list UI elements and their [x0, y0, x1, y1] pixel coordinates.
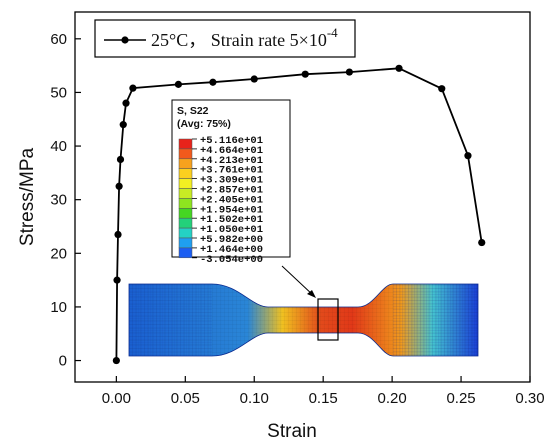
data-point — [112, 356, 120, 365]
colorbar-label: +3.761e+01 — [200, 165, 263, 177]
x-tick-label: 0.15 — [309, 390, 338, 407]
arrow-head — [307, 290, 316, 298]
colorbar-swatch — [178, 208, 193, 219]
data-point — [345, 68, 353, 76]
y-tick-label: 50 — [50, 84, 67, 101]
x-tick-label: 0.30 — [515, 390, 544, 407]
data-point — [478, 238, 486, 247]
colorbar-swatch — [178, 217, 193, 229]
colorbar-swatch — [178, 198, 193, 209]
data-point — [250, 75, 258, 83]
highlight-box — [317, 298, 339, 341]
axis-ticks: 0.00 0.05 0.10 0.15 0.20 0.25 0.30 0 10 20 30 40 50 6… — [50, 31, 544, 407]
legend-box — [94, 19, 356, 58]
colorbar-label: +1.502e+01 — [200, 214, 263, 226]
data-point — [115, 182, 123, 190]
legend-marker — [121, 36, 129, 44]
colorbar-label: +3.309e+01 — [200, 175, 263, 187]
colorbar-label: +5.116e+01 — [200, 135, 263, 147]
colorbar-swatch — [178, 138, 193, 150]
colorbar-swatch — [178, 237, 193, 249]
y-tick-label: 20 — [50, 245, 67, 262]
legend-label-main: 25°C， Strain rate 5×10 — [151, 30, 327, 50]
plot-frame — [74, 11, 531, 383]
x-tick-label: 0.20 — [378, 390, 407, 407]
data-point — [113, 276, 121, 284]
colorbar-label: +5.982e+00 — [200, 234, 263, 246]
colorbar-label: +2.405e+01 — [200, 194, 263, 206]
colorbar-label: +2.857e+01 — [200, 185, 263, 197]
data-point — [114, 230, 122, 239]
x-tick-label: 0.10 — [240, 390, 269, 407]
colorbar-label: +4.664e+01 — [200, 145, 263, 157]
colorbar-legend: S, S22 (Avg: 75%) +5.116e+01+4.664e+01+4… — [171, 99, 291, 266]
colorbar-label: +1.050e+01 — [200, 224, 263, 236]
data-point — [209, 78, 217, 86]
x-axis-title: Strain — [267, 421, 317, 442]
colorbar-swatch — [178, 178, 193, 189]
data-point — [174, 80, 183, 88]
x-tick-label: 0.00 — [102, 390, 131, 407]
data-point — [129, 84, 137, 92]
x-tick-label: 0.25 — [446, 390, 475, 407]
y-tick-label: 40 — [50, 138, 67, 155]
data-point — [438, 85, 446, 93]
data-point — [301, 70, 309, 78]
colorbar-swatch — [178, 148, 193, 160]
colorbar-swatch — [178, 188, 193, 199]
arrow-line — [281, 265, 315, 297]
legend-label-exponent: -4 — [327, 25, 338, 40]
colorbar-subtitle: (Avg: 75%) — [177, 118, 231, 130]
data-point — [116, 155, 125, 164]
data-point — [464, 152, 472, 160]
data-point — [122, 99, 130, 107]
y-tick-label: 30 — [50, 192, 67, 209]
data-point — [119, 121, 127, 129]
legend-label: 25°C， Strain rate 5×10-4 — [151, 25, 338, 50]
y-tick-label: 0 — [59, 353, 67, 370]
colorbar-title: S, S22 — [177, 105, 209, 117]
colorbar-label: +4.213e+01 — [200, 155, 263, 167]
colorbar-label: +1.464e+00 — [200, 244, 263, 256]
legend: 25°C， Strain rate 5×10-4 — [94, 19, 356, 58]
colorbar-label: -3.054e+00 — [200, 254, 263, 266]
colorbar-swatch — [178, 158, 193, 169]
colorbar-swatch — [178, 168, 193, 179]
colorbar-label: +1.954e+01 — [200, 204, 263, 216]
specimen-contour-inset — [128, 265, 479, 357]
colorbar-swatch — [178, 227, 193, 239]
y-tick-label: 10 — [50, 299, 67, 316]
data-point — [395, 64, 403, 72]
x-tick-label: 0.05 — [171, 390, 200, 407]
y-tick-label: 60 — [50, 31, 67, 48]
series-group — [112, 64, 486, 365]
y-axis-title: Stress/MPa — [17, 147, 38, 246]
colorbar-swatch — [178, 247, 193, 259]
